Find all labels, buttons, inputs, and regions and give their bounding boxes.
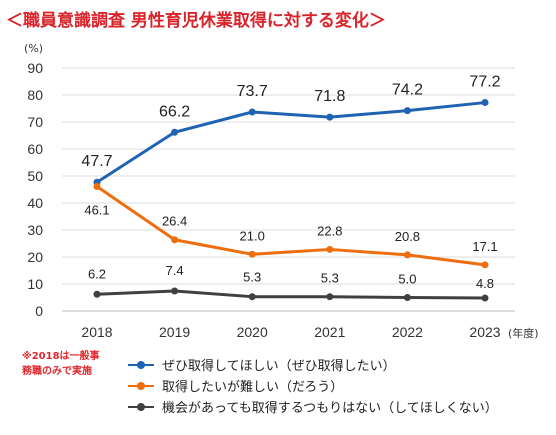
legend-label-want: ぜひ取得してほしい（ぜひ取得したい） xyxy=(162,359,396,374)
data-label-want: 74.2 xyxy=(392,82,423,99)
data-point-difficult xyxy=(403,251,411,259)
data-label-no-intent: 5.3 xyxy=(321,271,339,286)
legend-item-no-intent: 機会があっても取得するつもりはない（してほしくない） xyxy=(128,396,498,417)
y-tick-label: 30 xyxy=(27,222,43,238)
y-tick-labels: 0 10 20 30 40 50 60 70 80 90 xyxy=(27,60,43,319)
data-point-want xyxy=(326,113,334,121)
data-label-no-intent: 6.2 xyxy=(88,266,106,281)
data-point-no-intent xyxy=(403,294,411,301)
data-point-no-intent xyxy=(248,293,256,301)
data-label-want: 73.7 xyxy=(237,83,268,100)
y-tick-label: 20 xyxy=(27,249,43,265)
data-label-difficult: 20.8 xyxy=(395,229,420,244)
data-label-difficult: 21.0 xyxy=(240,228,265,243)
x-tick-label: 2022 xyxy=(392,324,423,340)
data-label-no-intent: 5.0 xyxy=(398,272,416,287)
data-label-want: 47.7 xyxy=(81,153,112,170)
series-line-difficult xyxy=(96,185,486,267)
data-point-no-intent xyxy=(171,287,179,295)
y-tick-label: 40 xyxy=(27,195,43,211)
data-labels: 47.7 66.2 73.7 71.8 74.2 77.2 46.1 26.4 21.0 22.8… xyxy=(81,74,500,291)
data-label-difficult: 46.1 xyxy=(84,203,109,218)
data-point-difficult xyxy=(248,250,256,258)
data-point-no-intent xyxy=(93,290,101,298)
legend-item-difficult: 取得したいが難しい（だろう） xyxy=(128,375,498,396)
y-tick-label: 0 xyxy=(35,303,43,319)
data-label-difficult: 26.4 xyxy=(162,214,187,229)
data-point-want xyxy=(403,107,411,115)
data-point-no-intent xyxy=(326,293,334,301)
chart-title: ＜職員意識調査 男性育児休業取得に対する変化＞ xyxy=(6,11,386,31)
y-tick-label: 70 xyxy=(27,114,43,130)
y-tick-label: 50 xyxy=(27,168,43,184)
data-label-want: 66.2 xyxy=(159,103,190,120)
legend: ぜひ取得してほしい（ぜひ取得したい） 取得したいが難しい（だろう） 機会があって… xyxy=(128,354,498,417)
x-tick-label: 2019 xyxy=(159,324,190,340)
data-point-difficult xyxy=(171,236,179,244)
data-point-want xyxy=(171,128,179,136)
data-label-want: 77.2 xyxy=(469,74,500,91)
legend-label-no-intent: 機会があっても取得するつもりはない（してほしくない） xyxy=(162,401,498,416)
y-tick-label: 60 xyxy=(27,141,43,157)
x-tick-labels: 2018 2019 2020 2021 2022 2023 xyxy=(81,324,500,340)
data-label-no-intent: 7.4 xyxy=(166,263,184,278)
data-label-no-intent: 5.3 xyxy=(243,270,261,285)
legend-swatch-no-intent xyxy=(128,401,154,413)
data-point-want xyxy=(481,99,489,107)
series-line-want xyxy=(96,101,486,184)
data-label-want: 71.8 xyxy=(314,88,345,105)
x-tick-label: 2021 xyxy=(314,324,345,340)
footnote: ※2018は一般事 務職のみで実施 xyxy=(22,349,100,379)
legend-swatch-want xyxy=(128,359,154,371)
data-label-difficult: 22.8 xyxy=(317,223,342,238)
data-label-difficult: 17.1 xyxy=(472,239,497,254)
data-point-difficult xyxy=(326,245,334,253)
x-tick-label: 2018 xyxy=(81,324,112,340)
data-point-difficult xyxy=(93,183,101,191)
x-tick-label: 2020 xyxy=(237,324,268,340)
x-axis-label: (年度) xyxy=(508,326,539,340)
data-label-no-intent: 4.8 xyxy=(476,276,494,291)
legend-swatch-difficult xyxy=(128,380,154,392)
data-point-no-intent xyxy=(481,294,489,302)
y-axis-label: (%) xyxy=(24,42,43,55)
legend-label-difficult: 取得したいが難しい（だろう） xyxy=(162,380,344,395)
data-point-want xyxy=(248,108,256,116)
data-point-difficult xyxy=(481,261,489,269)
series-line-no-intent xyxy=(96,289,486,300)
y-tick-label: 90 xyxy=(27,60,43,76)
legend-item-want: ぜひ取得してほしい（ぜひ取得したい） xyxy=(128,354,498,375)
grid-lines xyxy=(62,67,515,312)
y-tick-label: 80 xyxy=(27,87,43,103)
footnote-line-2: 務職のみで実施 xyxy=(22,366,92,377)
footnote-line-1: ※2018は一般事 xyxy=(22,351,100,362)
x-tick-label: 2023 xyxy=(469,324,500,340)
series-group xyxy=(93,99,489,302)
y-tick-label: 10 xyxy=(27,276,43,292)
